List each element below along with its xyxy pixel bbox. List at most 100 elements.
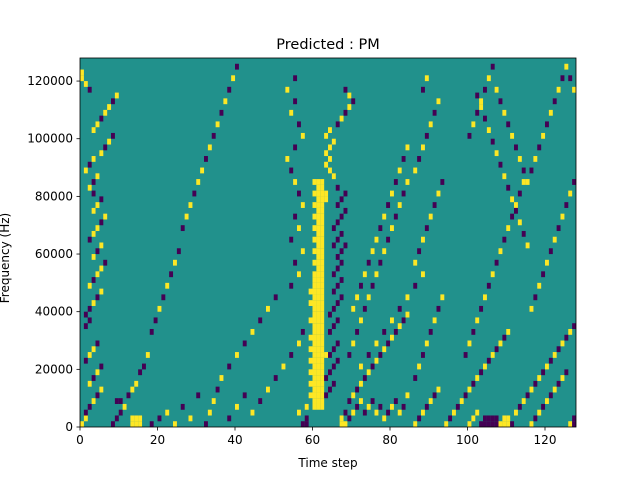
heatmap-cell bbox=[316, 248, 321, 255]
heatmap-cell bbox=[316, 271, 321, 278]
heatmap-cell bbox=[355, 386, 360, 393]
heatmap-cell bbox=[316, 207, 321, 214]
heatmap-cell bbox=[343, 207, 348, 214]
heatmap-cell bbox=[393, 398, 398, 404]
heatmap-cell bbox=[475, 375, 480, 381]
heatmap-cell bbox=[359, 317, 363, 324]
heatmap-cell bbox=[490, 415, 495, 422]
heatmap-cell bbox=[537, 409, 542, 416]
heatmap-cell bbox=[405, 311, 410, 318]
heatmap-cell bbox=[297, 409, 301, 416]
heatmap-cell bbox=[320, 271, 325, 278]
heatmap-cell bbox=[421, 236, 425, 243]
heatmap-cell bbox=[366, 403, 371, 410]
heatmap-cell bbox=[514, 202, 518, 208]
heatmap-cell bbox=[382, 415, 387, 422]
heatmap-cell bbox=[320, 386, 325, 393]
heatmap-cell bbox=[293, 179, 298, 185]
heatmap-cell bbox=[479, 305, 484, 312]
heatmap-cell bbox=[312, 179, 317, 185]
heatmap-cell bbox=[514, 409, 518, 416]
heatmap-cell bbox=[316, 254, 321, 260]
heatmap-cell bbox=[506, 421, 511, 428]
heatmap-cell bbox=[312, 248, 317, 255]
heatmap-cell bbox=[413, 375, 418, 381]
heatmap-cell bbox=[328, 167, 332, 174]
heatmap-cell bbox=[541, 369, 546, 376]
heatmap-cell bbox=[335, 184, 340, 191]
heatmap-cell bbox=[486, 357, 491, 364]
heatmap-cell bbox=[421, 409, 425, 416]
heatmap-cell bbox=[529, 421, 534, 428]
heatmap-cell bbox=[382, 248, 387, 255]
heatmap-cell bbox=[483, 86, 487, 93]
heatmap-cell bbox=[308, 300, 313, 306]
heatmap-cell bbox=[459, 398, 464, 404]
heatmap-cell bbox=[347, 104, 352, 110]
heatmap-cell bbox=[483, 415, 487, 422]
heatmap-cell bbox=[397, 305, 402, 312]
heatmap-cell bbox=[436, 98, 441, 105]
heatmap-cell bbox=[498, 248, 503, 255]
heatmap-cell bbox=[316, 230, 321, 237]
heatmap-cell bbox=[405, 392, 410, 399]
heatmap-cell bbox=[521, 167, 526, 174]
heatmap-cell bbox=[134, 415, 139, 422]
heatmap-cell bbox=[568, 190, 573, 197]
heatmap-cell bbox=[130, 421, 135, 428]
heatmap-cell bbox=[91, 156, 96, 162]
heatmap-cell bbox=[331, 288, 336, 295]
heatmap-cell bbox=[312, 392, 317, 399]
heatmap-cell bbox=[95, 248, 100, 255]
heatmap-cell bbox=[521, 230, 526, 237]
heatmap-cell bbox=[103, 259, 108, 266]
heatmap-cell bbox=[421, 86, 425, 93]
heatmap-cell bbox=[312, 236, 317, 243]
heatmap-cell bbox=[316, 334, 321, 341]
heatmap-cell bbox=[87, 380, 92, 387]
heatmap-cell bbox=[103, 213, 108, 220]
heatmap-cell bbox=[316, 352, 321, 358]
heatmap-cell bbox=[351, 340, 356, 347]
heatmap-cell bbox=[382, 328, 387, 335]
heatmap-cell bbox=[320, 219, 325, 226]
heatmap-cell bbox=[498, 98, 503, 105]
heatmap-cell bbox=[293, 213, 298, 220]
heatmap-cell bbox=[87, 236, 92, 243]
heatmap-cell bbox=[556, 86, 561, 93]
heatmap-cell bbox=[122, 403, 127, 410]
heatmap-cell bbox=[95, 173, 100, 180]
heatmap-cell bbox=[390, 225, 394, 232]
heatmap-cell bbox=[320, 265, 325, 272]
heatmap-cell bbox=[397, 167, 402, 174]
heatmap-cell bbox=[421, 271, 425, 278]
heatmap-cell bbox=[374, 340, 379, 347]
heatmap-cell bbox=[502, 173, 507, 180]
heatmap-cell bbox=[324, 352, 329, 358]
heatmap-cell bbox=[304, 421, 309, 428]
heatmap-cell bbox=[95, 202, 100, 208]
heatmap-cell bbox=[316, 357, 321, 364]
heatmap-cell bbox=[312, 277, 317, 283]
heatmap-cell bbox=[312, 282, 317, 289]
heatmap-cell bbox=[424, 403, 429, 410]
plot-frame bbox=[79, 57, 577, 428]
heatmap-cell bbox=[560, 213, 565, 220]
heatmap-cell bbox=[517, 156, 522, 162]
heatmap-cell bbox=[99, 386, 104, 393]
heatmap-cell bbox=[560, 75, 565, 82]
heatmap-cell bbox=[289, 236, 294, 243]
heatmap-cell bbox=[312, 213, 317, 220]
heatmap-cell bbox=[231, 75, 236, 82]
heatmap-cell bbox=[118, 409, 123, 416]
heatmap-cell bbox=[196, 179, 201, 185]
heatmap-cell bbox=[312, 311, 317, 318]
heatmap-cell bbox=[312, 202, 317, 208]
heatmap-cell bbox=[467, 340, 472, 347]
heatmap-cell bbox=[405, 144, 410, 151]
heatmap-cell bbox=[111, 132, 115, 139]
heatmap-cell bbox=[312, 334, 317, 341]
heatmap-cell bbox=[529, 305, 534, 312]
heatmap-cell bbox=[382, 213, 387, 220]
heatmap-cell bbox=[316, 311, 321, 318]
